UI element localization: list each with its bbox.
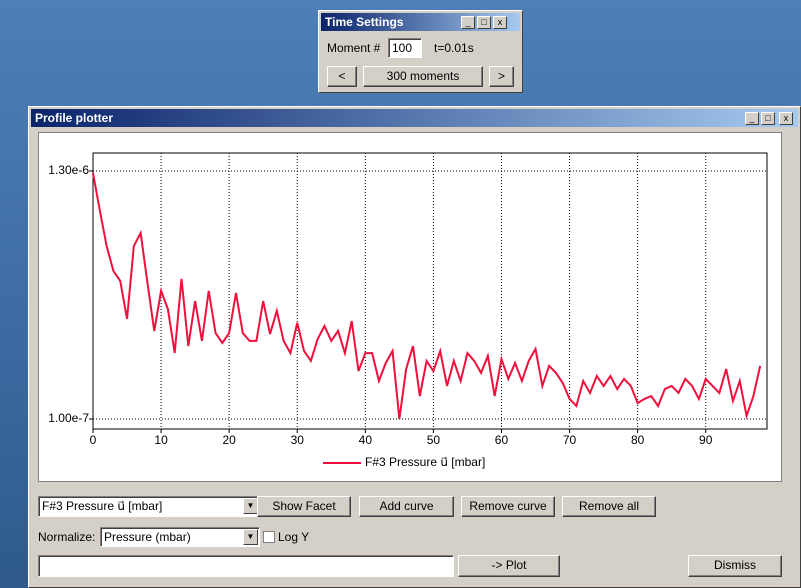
y-tick-label: 1.30e-6 — [48, 163, 89, 177]
prev-button[interactable]: < — [327, 66, 357, 87]
curve-select[interactable]: F#3 Pressure u⃗ [mbar] ▼ — [38, 496, 260, 517]
x-tick-label: 0 — [90, 433, 97, 447]
x-tick-label: 90 — [699, 433, 713, 447]
normalize-select[interactable]: Pressure (mbar) ▼ — [100, 527, 260, 547]
command-input[interactable] — [38, 555, 454, 577]
normalize-select-text: Pressure (mbar) — [104, 530, 191, 544]
remove-curve-button[interactable]: Remove curve — [461, 496, 555, 517]
minimize-button[interactable]: _ — [745, 112, 759, 125]
x-tick-label: 40 — [359, 433, 373, 447]
profile-plotter-window: Profile plotter _ □ x 0 10 20 30 40 50 60 70 80 9… — [28, 106, 801, 588]
next-button[interactable]: > — [489, 66, 514, 87]
dismiss-button[interactable]: Dismiss — [688, 555, 782, 577]
moment-input[interactable]: 100 — [388, 38, 422, 58]
chart-panel: 0 10 20 30 40 50 60 70 80 90 1.00e-7 1.30e-6 F#3 Pre… — [38, 132, 782, 482]
log-y-label: Log Y — [278, 530, 310, 544]
maximize-button[interactable]: □ — [761, 112, 775, 125]
close-button[interactable]: x — [493, 16, 507, 29]
dropdown-arrow[interactable]: ▼ — [243, 498, 258, 514]
x-tick-label: 20 — [222, 433, 236, 447]
x-tick-label: 60 — [495, 433, 509, 447]
x-tick-label: 10 — [154, 433, 168, 447]
x-tick-label: 30 — [291, 433, 305, 447]
x-tick-label: 50 — [427, 433, 441, 447]
dropdown-arrow[interactable]: ▼ — [243, 529, 258, 545]
moments-button[interactable]: 300 moments — [363, 66, 483, 87]
legend-label: F#3 Pressure u⃗ [mbar] — [365, 455, 485, 469]
plot-button[interactable]: -> Plot — [458, 555, 560, 577]
x-tick-label: 80 — [631, 433, 645, 447]
show-facet-button[interactable]: Show Facet — [257, 496, 351, 517]
remove-all-button[interactable]: Remove all — [562, 496, 656, 517]
plot-area — [92, 152, 768, 430]
minimize-button[interactable]: _ — [461, 16, 475, 29]
moment-label: Moment # — [327, 41, 381, 55]
curve-select-text: F#3 Pressure u⃗ [mbar] — [42, 499, 163, 513]
log-y-checkbox[interactable] — [263, 531, 275, 543]
chart: 0 10 20 30 40 50 60 70 80 90 1.00e-7 1.30e-6 F#3 Pre… — [48, 152, 768, 469]
add-curve-button[interactable]: Add curve — [359, 496, 454, 517]
x-tick-label: 70 — [563, 433, 577, 447]
close-button[interactable]: x — [779, 112, 793, 125]
window-title: Profile plotter — [31, 109, 798, 127]
maximize-button[interactable]: □ — [477, 16, 491, 29]
y-tick-label: 1.00e-7 — [48, 411, 89, 425]
normalize-label: Normalize: — [38, 530, 96, 544]
time-label: t=0.01s — [434, 41, 474, 55]
data-line — [92, 172, 762, 420]
time-settings-window: Time Settings _ □ x Moment # 100 t=0.01s… — [318, 10, 523, 93]
